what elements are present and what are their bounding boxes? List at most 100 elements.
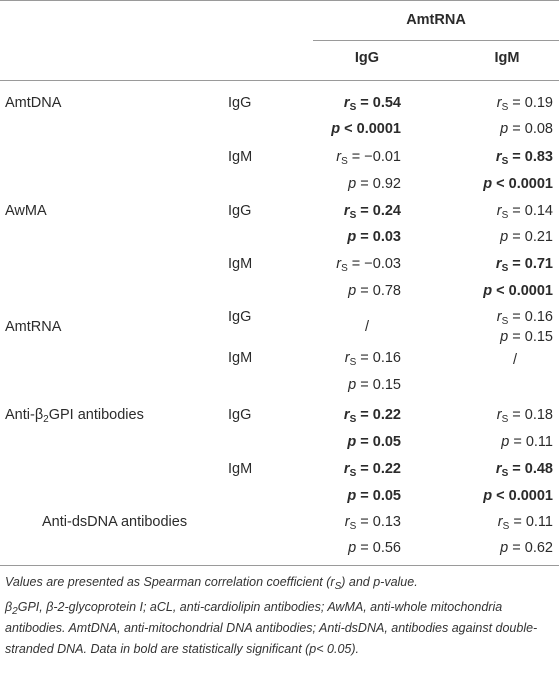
isotype-label: IgM	[228, 461, 253, 477]
cell-value: p < 0.0001	[353, 175, 553, 193]
number: 0.56	[372, 540, 401, 556]
operator: =	[512, 256, 521, 272]
operator: =	[360, 95, 369, 111]
number: 0.08	[524, 121, 553, 137]
number: 0.13	[372, 514, 401, 530]
symbol: r	[497, 514, 503, 530]
number: 0.18	[524, 407, 553, 423]
number: 0.71	[524, 256, 553, 272]
symbol: p	[500, 229, 509, 245]
isotype-label: IgG	[228, 309, 252, 325]
cell-value: rS = 0.18	[353, 406, 553, 425]
symbol: r	[344, 350, 350, 366]
symbol: r	[495, 461, 502, 477]
number: −0.03	[364, 256, 401, 272]
number: 0.83	[524, 149, 553, 165]
subscript: 2	[43, 414, 49, 425]
symbol: p	[483, 176, 493, 192]
cell-value: rS = −0.01	[201, 148, 401, 167]
operator: =	[360, 203, 369, 219]
cell-value: /	[317, 318, 417, 336]
cell-value: p < 0.0001	[353, 282, 553, 300]
subscript: S	[349, 210, 357, 221]
symbol: r	[343, 461, 350, 477]
cell-value: p = 0.08	[353, 120, 553, 138]
symbol: p	[347, 229, 357, 245]
symbol: p	[483, 488, 493, 504]
cell-value: rS = 0.24	[201, 202, 401, 221]
number: 0.19	[524, 95, 553, 111]
number: 0.22	[372, 407, 401, 423]
number: 0.16	[524, 309, 553, 325]
operator: =	[360, 377, 369, 393]
footnote: β2GPI, β-2-glycoprotein I; aCL, anti-car…	[5, 597, 550, 660]
row-label: Anti-β2GPI antibodies	[5, 406, 144, 425]
operator: =	[513, 434, 522, 450]
row-label: Anti-dsDNA antibodies	[42, 514, 188, 530]
footnote: Values are presented as Spearman correla…	[5, 572, 550, 593]
bottom-rule	[0, 565, 559, 566]
column-group-header: AmtRNA	[406, 12, 466, 28]
subscript: S	[501, 468, 509, 479]
cell-value: rS = 0.14	[353, 202, 553, 221]
group-rule	[313, 40, 559, 41]
number: 0.03	[372, 229, 401, 245]
symbol: r	[496, 203, 502, 219]
number: −0.01	[364, 149, 401, 165]
isotype-label: IgG	[228, 203, 252, 219]
cell-value: rS = 0.11	[353, 513, 553, 532]
cell-value: p = 0.05	[201, 433, 401, 451]
column-header: IgM	[494, 50, 520, 66]
number: 0.15	[524, 329, 553, 345]
column-header: IgG	[354, 50, 380, 66]
text: GPI, β-2-glycoprotein I; aCL, anti-cardi…	[5, 600, 538, 656]
cell-value: rS = 0.16	[353, 308, 553, 327]
operator: <	[344, 121, 353, 137]
cell-value: p = 0.11	[353, 433, 553, 451]
isotype-label: IgM	[228, 256, 253, 272]
operator: =	[512, 309, 521, 325]
operator: =	[360, 434, 369, 450]
symbol: r	[496, 95, 502, 111]
operator: =	[351, 256, 361, 272]
text: /	[512, 352, 518, 368]
number: 0.0001	[508, 283, 553, 299]
operator: =	[360, 540, 369, 556]
number: 0.48	[524, 461, 553, 477]
cell-value: rS = 0.71	[353, 255, 553, 274]
subscript: S	[501, 102, 509, 113]
subscript: S	[349, 521, 357, 532]
isotype-label: IgM	[228, 149, 253, 165]
symbol: r	[336, 149, 342, 165]
number: 0.05	[372, 434, 401, 450]
symbol: p	[348, 540, 357, 556]
symbol: r	[343, 407, 350, 423]
cell-value: p = 0.03	[201, 228, 401, 246]
operator: =	[513, 514, 522, 530]
operator: <	[496, 283, 505, 299]
operator: =	[360, 461, 369, 477]
number: 0.62	[524, 540, 553, 556]
cell-value: p = 0.05	[201, 487, 401, 505]
number: 0.05	[372, 488, 401, 504]
number: 0.78	[372, 283, 401, 299]
number: 0.22	[372, 461, 401, 477]
subscript: S	[341, 156, 348, 167]
isotype-label: IgG	[228, 407, 252, 423]
cell-value: p = 0.62	[353, 539, 553, 557]
text: GPI antibodies	[48, 407, 144, 423]
cell-value: p = 0.21	[353, 228, 553, 246]
subscript: S	[349, 468, 357, 479]
operator: =	[512, 149, 521, 165]
symbol: p	[348, 377, 357, 393]
symbol: p	[347, 434, 357, 450]
symbol: r	[343, 95, 350, 111]
operator: =	[351, 149, 361, 165]
cell-value: rS = 0.22	[201, 460, 401, 479]
subscript: S	[502, 521, 510, 532]
number: 0.0001	[508, 488, 553, 504]
operator: =	[512, 121, 521, 137]
operator: =	[360, 407, 369, 423]
symbol: p	[347, 488, 357, 504]
